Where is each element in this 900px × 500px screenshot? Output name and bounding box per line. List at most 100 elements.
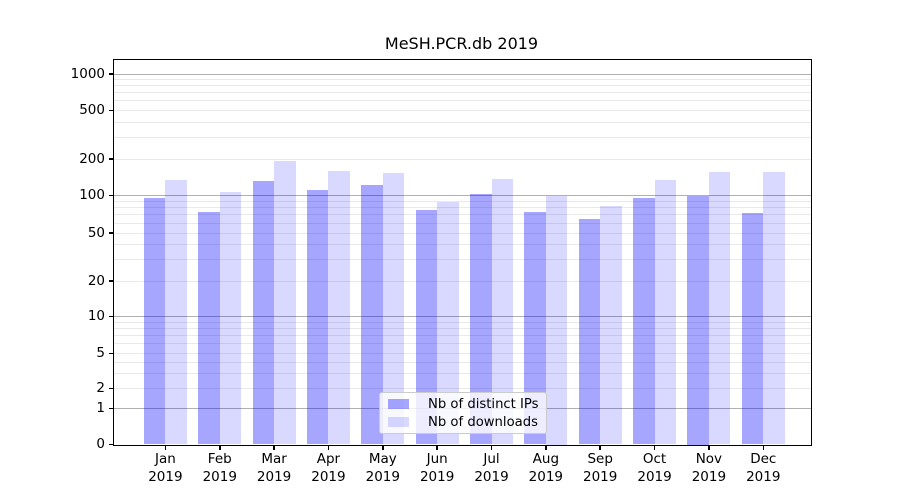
y-tick-label-10: 10: [87, 308, 105, 324]
y-tick-label-500: 500: [79, 102, 105, 118]
bar-distinct-ips-oct: [633, 197, 655, 445]
x-tick-label-sep-2019: Sep 2019: [583, 451, 618, 485]
legend-item-distinct-ips: Nb of distinct IPs: [388, 396, 539, 412]
gridline-minor-70: [113, 214, 811, 216]
y-tick-label-20: 20: [87, 272, 105, 289]
bar-distinct-ips-mar: [252, 180, 275, 445]
chart-title: MeSH.PCR.db 2019: [384, 34, 539, 53]
plot-area: [113, 59, 811, 445]
x-tick-mark-apr-2019: [327, 445, 330, 450]
x-tick-mark-mar-2019: [273, 445, 275, 450]
x-tick-label-jan-2019: Jan 2019: [148, 451, 183, 485]
gridline-minor-40: [113, 244, 811, 246]
x-tick-label-may-2019: May 2019: [365, 451, 400, 485]
legend-label-distinct-ips: Nb of distinct IPs: [428, 396, 539, 412]
gridline-minor-3: [113, 372, 811, 374]
bar-downloads-aug: [545, 195, 568, 445]
bar-distinct-ips-aug: [524, 211, 546, 445]
bar-downloads-jun: [437, 201, 459, 445]
bar-distinct-ips-nov: [687, 195, 709, 445]
x-tick-label-dec-2019: Dec 2019: [746, 451, 781, 485]
bar-distinct-ips-jan: [143, 198, 166, 445]
legend: Nb of distinct IPs Nb of downloads: [379, 392, 547, 434]
y-tick-mark-200: [108, 158, 113, 160]
x-tick-label-oct-2019: Oct 2019: [637, 451, 672, 485]
y-tick-mark-20: [108, 280, 113, 282]
gridline-minor-5: [113, 353, 811, 354]
bar-distinct-ips-feb: [198, 211, 220, 445]
gridline-major-100: [113, 195, 811, 196]
bar-downloads-jan: [165, 179, 187, 445]
bar-downloads-may: [382, 173, 405, 445]
bar-downloads-oct: [654, 180, 677, 445]
x-tick-mark-jan-2019: [164, 445, 167, 450]
x-tick-label-aug-2019: Aug 2019: [528, 451, 564, 485]
x-tick-label-mar-2019: Mar 2019: [256, 451, 292, 485]
bar-downloads-jul: [491, 179, 513, 445]
x-tick-mark-jun-2019: [436, 445, 438, 450]
gridline-minor-60: [113, 222, 811, 224]
y-tick-label-5: 5: [96, 345, 105, 361]
gridline-minor-2: [113, 388, 811, 389]
gridline-minor-700: [113, 92, 811, 94]
y-tick-mark-1000: [108, 73, 113, 75]
legend-swatch-downloads: [388, 416, 409, 428]
gridline-minor-800: [113, 85, 811, 87]
y-tick-label-1: 1: [96, 400, 105, 416]
x-tick-mark-jul-2019: [490, 445, 493, 450]
bar-downloads-mar: [274, 160, 296, 445]
x-tick-mark-aug-2019: [545, 445, 547, 450]
gridline-minor-30: [113, 259, 811, 261]
legend-item-downloads: Nb of downloads: [388, 415, 538, 430]
gridline-minor-200: [113, 158, 811, 160]
gridline-minor-80: [113, 207, 811, 209]
gridline-minor-300: [113, 137, 811, 139]
y-tick-label-2: 2: [96, 380, 105, 396]
legend-label-downloads: Nb of downloads: [428, 414, 538, 430]
y-tick-mark-2: [108, 387, 113, 390]
x-tick-label-apr-2019: Apr 2019: [311, 451, 346, 485]
bar-distinct-ips-apr: [306, 190, 329, 445]
bar-downloads-apr: [328, 171, 350, 445]
x-tick-label-nov-2019: Nov 2019: [691, 451, 727, 485]
y-tick-label-100: 100: [79, 187, 105, 203]
bar-distinct-ips-may: [361, 185, 383, 445]
y-tick-label-200: 200: [79, 150, 105, 167]
legend-swatch-distinct-ips: [388, 398, 409, 410]
gridline-minor-4: [113, 361, 811, 363]
y-tick-label-50: 50: [87, 224, 105, 241]
y-tick-mark-100: [108, 194, 113, 197]
bar-distinct-ips-jul: [470, 194, 492, 445]
gridline-minor-900: [113, 79, 811, 81]
x-tick-label-feb-2019: Feb 2019: [202, 451, 237, 485]
bar-downloads-nov: [708, 171, 731, 445]
bar-distinct-ips-dec: [741, 212, 764, 445]
x-tick-mark-nov-2019: [708, 445, 710, 450]
bar-downloads-dec: [763, 172, 785, 445]
y-tick-mark-500: [108, 109, 113, 112]
gridline-minor-6: [113, 343, 811, 345]
x-tick-label-jun-2019: Jun 2019: [419, 451, 455, 485]
gridline-minor-90: [113, 200, 811, 202]
y-tick-mark-5: [108, 352, 113, 355]
y-tick-mark-10: [108, 315, 113, 318]
y-tick-mark-50: [108, 232, 113, 234]
gridline-major-10: [113, 316, 811, 317]
bar-distinct-ips-sep: [578, 218, 601, 445]
bar-downloads-feb: [219, 192, 242, 445]
gridline-minor-9: [113, 321, 811, 323]
y-tick-mark-0: [108, 443, 113, 446]
bar-downloads-sep: [600, 205, 622, 445]
gridline-minor-500: [113, 110, 811, 111]
gridline-minor-20: [113, 280, 811, 282]
gridline-minor-8: [113, 327, 811, 329]
x-tick-label-jul-2019: Jul 2019: [474, 451, 509, 485]
y-tick-label-1000: 1000: [70, 65, 105, 82]
x-tick-mark-oct-2019: [653, 445, 656, 450]
x-tick-mark-may-2019: [382, 445, 384, 450]
gridline-minor-7: [113, 335, 811, 337]
gridline-minor-50: [113, 232, 811, 234]
gridline-major-1000: [113, 73, 811, 75]
y-tick-label-0: 0: [96, 436, 105, 452]
